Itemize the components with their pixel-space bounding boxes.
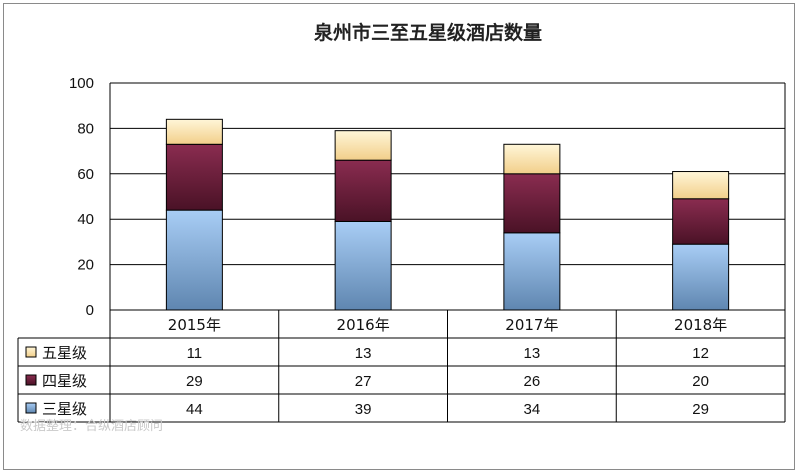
table-value: 12 xyxy=(692,345,709,362)
table-value: 27 xyxy=(355,373,372,390)
y-axis-ticks: 0 20 40 60 80 100 xyxy=(69,75,94,319)
chart-frame xyxy=(3,3,795,470)
bar-segment xyxy=(165,143,223,211)
y-tick-label: 60 xyxy=(77,166,94,183)
table-value: 44 xyxy=(186,401,203,418)
y-tick-label: 0 xyxy=(86,302,94,319)
bar-segment xyxy=(165,118,223,145)
legend-swatch xyxy=(25,402,37,414)
bar-segment xyxy=(672,171,730,200)
table-value: 13 xyxy=(355,345,372,362)
bar-segment xyxy=(165,209,223,311)
watermark: 数据整理：合纵酒店顾问 xyxy=(20,419,163,434)
table-value: 13 xyxy=(524,345,541,362)
bar-segment xyxy=(334,130,392,161)
table-value: 34 xyxy=(524,401,541,418)
bar-segment xyxy=(334,159,392,222)
bars xyxy=(165,118,730,311)
category-label: 2015年 xyxy=(168,316,221,334)
legend-label: 三星级 xyxy=(42,400,87,418)
table-value: 20 xyxy=(692,373,709,390)
table-value: 29 xyxy=(692,401,709,418)
table-value: 39 xyxy=(355,401,372,418)
bar-segment xyxy=(503,232,561,311)
chart-title: 泉州市三至五星级酒店数量 xyxy=(313,21,542,44)
table-value: 11 xyxy=(187,345,203,362)
y-tick-label: 80 xyxy=(77,120,94,137)
y-tick-label: 20 xyxy=(77,257,94,274)
bar-segment xyxy=(334,220,392,311)
category-label: 2016年 xyxy=(337,316,390,334)
bar-segment xyxy=(503,173,561,234)
bar-segment xyxy=(503,143,561,175)
bar-segment xyxy=(672,243,730,311)
category-label: 2017年 xyxy=(505,316,558,334)
category-label: 2018年 xyxy=(674,316,727,334)
bar-segment xyxy=(672,198,730,245)
legend-label: 五星级 xyxy=(42,344,87,362)
legend-label: 四星级 xyxy=(42,372,87,390)
table-value: 26 xyxy=(524,373,541,390)
legend-swatch xyxy=(25,346,37,358)
y-tick-label: 40 xyxy=(77,211,94,228)
legend-swatch xyxy=(25,374,37,386)
table-value: 29 xyxy=(186,373,203,390)
y-tick-label: 100 xyxy=(69,75,94,92)
